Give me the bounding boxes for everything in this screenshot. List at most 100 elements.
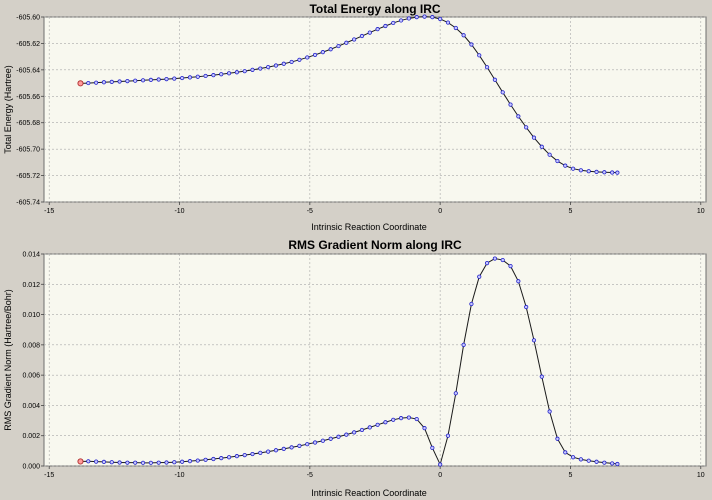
energy-data-point	[156, 77, 161, 82]
gradient-x-tick-label: -10	[174, 472, 184, 479]
gradient-data-point	[101, 459, 107, 465]
gradient-data-point	[172, 460, 177, 465]
gradient-data-point	[320, 438, 325, 443]
energy-data-point	[422, 14, 427, 19]
energy-data-point	[86, 80, 91, 86]
energy-data-point	[195, 74, 200, 79]
energy-data-point	[289, 59, 294, 65]
energy-data-point	[281, 61, 286, 66]
gradient-data-point	[516, 279, 521, 284]
energy-data-point	[477, 53, 482, 58]
energy-y-tick-label: -605.72	[16, 173, 40, 180]
gradient-data-point	[500, 257, 505, 263]
gradient-data-point	[398, 416, 404, 421]
energy-data-point	[398, 18, 404, 23]
energy-data-point	[555, 158, 560, 164]
energy-data-point	[297, 57, 302, 62]
energy-data-point	[524, 125, 529, 130]
gradient-data-point	[266, 449, 271, 454]
energy-y-tick-label: -605.70	[16, 147, 40, 154]
energy-data-point	[109, 79, 114, 84]
gradient-data-point	[430, 445, 435, 450]
energy-y-tick-label: -605.64	[16, 67, 40, 74]
gradient-data-point	[477, 274, 482, 279]
energy-data-point	[266, 64, 271, 70]
gradient-data-point	[187, 459, 193, 464]
energy-y-tick-label: -605.74	[16, 200, 40, 207]
energy-x-tick-label: -5	[307, 208, 313, 215]
gradient-x-tick-label: -15	[44, 472, 54, 479]
gradient-data-point	[94, 459, 99, 464]
energy-data-point	[578, 168, 584, 173]
energy-data-point	[539, 144, 544, 149]
gradient-y-tick-label: 0.004	[22, 403, 40, 410]
energy-y-tick-label: -605.66	[16, 94, 40, 101]
energy-data-point	[586, 169, 591, 174]
gradient-data-point	[336, 434, 341, 439]
gradient-start-point	[77, 458, 84, 465]
energy-data-point	[133, 78, 138, 83]
gradient-data-point	[586, 458, 591, 463]
energy-data-point	[430, 15, 435, 20]
gradient-y-tick-label: 0.008	[22, 342, 40, 349]
energy-data-point	[305, 55, 310, 60]
gradient-x-tick-label: 0	[438, 472, 442, 479]
energy-data-point	[172, 76, 177, 81]
energy-data-point	[391, 20, 396, 26]
energy-data-point	[320, 50, 325, 55]
energy-data-point	[383, 23, 388, 29]
gradient-data-point	[539, 374, 544, 379]
gradient-y-tick-label: 0.012	[22, 282, 40, 289]
energy-data-point	[406, 16, 411, 21]
gradient-plot-area	[43, 253, 707, 467]
gradient-data-point	[117, 460, 122, 465]
gradient-x-tick-label: -5	[307, 472, 313, 479]
gradient-data-point	[531, 338, 537, 343]
gradient-data-point	[555, 436, 560, 441]
energy-data-point	[117, 79, 122, 84]
energy-data-point	[610, 170, 615, 175]
energy-data-point	[570, 166, 576, 171]
gradient-data-point	[391, 417, 396, 422]
energy-data-point	[547, 152, 552, 157]
energy-data-point	[453, 25, 458, 31]
gradient-data-point	[242, 452, 247, 458]
energy-data-point	[414, 15, 419, 20]
gradient-data-point	[484, 260, 490, 266]
gradient-data-point	[406, 415, 411, 420]
gradient-x-tick-label: 5	[569, 472, 573, 479]
gradient-data-point	[305, 442, 310, 447]
gradient-data-point	[563, 450, 568, 455]
gradient-data-point	[133, 460, 138, 465]
gradient-data-point	[297, 443, 302, 448]
energy-data-point	[375, 27, 380, 32]
energy-data-point	[508, 102, 513, 107]
energy-data-point	[594, 169, 599, 174]
energy-data-point	[344, 40, 349, 45]
gradient-y-tick-label: 0.006	[22, 373, 40, 380]
gradient-data-point	[250, 451, 255, 457]
energy-data-point	[258, 66, 263, 71]
energy-data-point	[336, 43, 341, 49]
energy-data-point	[203, 73, 208, 79]
energy-data-point	[250, 67, 255, 72]
energy-data-point	[352, 37, 357, 42]
energy-chart: Total Energy along IRC -15 -10 -5 0 5 10 -605.6…	[3, 2, 707, 232]
energy-y-tick-label: -605.60	[16, 15, 40, 22]
gradient-y-tick-label: 0.014	[22, 252, 40, 259]
gradient-data-point	[383, 420, 388, 425]
energy-data-point	[164, 77, 169, 82]
gradient-data-point	[578, 457, 584, 462]
energy-data-point	[484, 65, 490, 70]
energy-x-axis-label: Intrinsic Reaction Coordinate	[311, 222, 427, 232]
energy-data-point	[94, 80, 99, 85]
gradient-data-point	[195, 458, 200, 463]
gradient-data-point	[140, 460, 146, 465]
energy-x-tick-label: -15	[44, 208, 54, 215]
gradient-data-point	[273, 448, 279, 453]
gradient-data-point	[226, 455, 232, 460]
gradient-data-point	[164, 460, 169, 465]
gradient-y-tick-label: 0.010	[22, 312, 40, 319]
energy-data-point	[563, 163, 568, 168]
gradient-data-point	[156, 460, 161, 465]
